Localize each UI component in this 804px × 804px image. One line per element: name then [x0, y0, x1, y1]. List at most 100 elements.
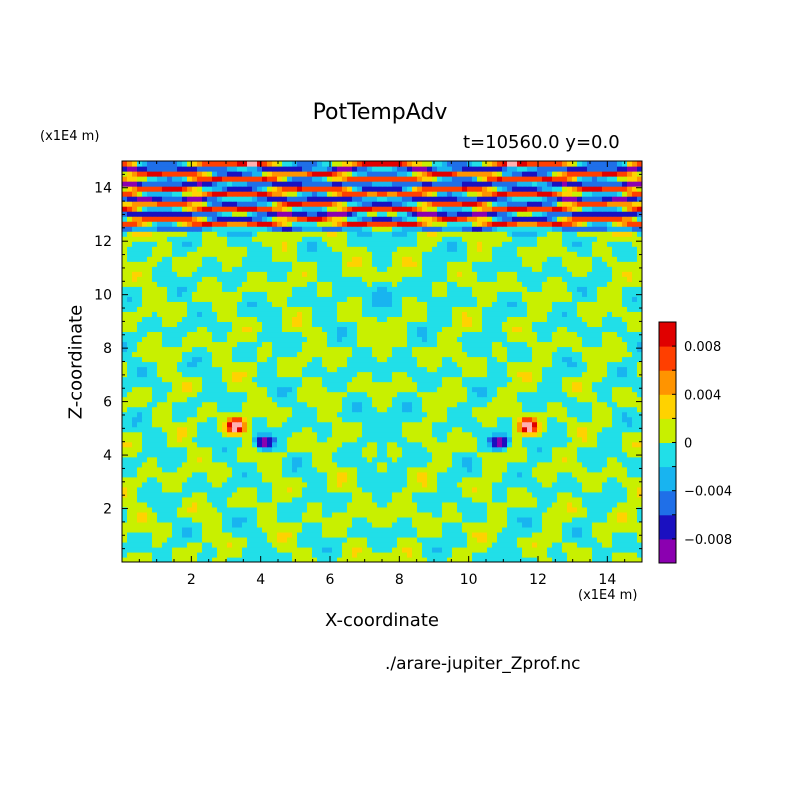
- field-cell: [412, 436, 418, 443]
- field-cell: [362, 331, 368, 338]
- field-cell: [192, 456, 198, 463]
- field-cell: [342, 456, 348, 463]
- field-cell: [377, 486, 383, 493]
- field-cell: [277, 491, 283, 498]
- field-cell: [187, 321, 193, 328]
- field-cell: [207, 401, 213, 408]
- field-cell: [297, 536, 303, 543]
- field-cell: [567, 361, 573, 368]
- field-cell: [417, 391, 423, 398]
- field-cell: [507, 446, 513, 453]
- field-cell: [622, 476, 628, 483]
- field-cell: [197, 546, 203, 553]
- field-cell: [502, 406, 508, 413]
- field-cell: [547, 531, 553, 538]
- field-cell: [447, 466, 453, 473]
- field-cell: [247, 406, 253, 413]
- field-cell: [477, 341, 483, 348]
- field-cell: [317, 396, 323, 403]
- field-cell: [472, 471, 478, 478]
- field-cell: [157, 356, 163, 363]
- field-cell: [122, 326, 128, 333]
- field-cell: [312, 441, 318, 448]
- field-cell: [267, 506, 273, 513]
- field-cell: [587, 486, 593, 493]
- field-cell: [272, 466, 278, 473]
- field-cell: [362, 461, 368, 468]
- field-cell: [187, 416, 193, 423]
- field-cell: [227, 456, 233, 463]
- field-cell: [197, 506, 203, 513]
- field-cell: [442, 406, 448, 413]
- field-cell: [527, 461, 533, 468]
- field-cell: [502, 546, 508, 553]
- field-cell: [557, 546, 563, 553]
- field-cell: [612, 526, 618, 533]
- field-cell: [307, 541, 313, 548]
- field-cell: [157, 351, 163, 358]
- field-cell: [237, 336, 243, 343]
- field-cell: [462, 536, 468, 543]
- field-cell: [337, 536, 343, 543]
- field-cell: [527, 541, 533, 548]
- field-cell: [592, 326, 598, 333]
- field-cell: [352, 391, 358, 398]
- field-cell: [372, 506, 378, 513]
- field-cell: [217, 331, 223, 338]
- field-cell: [432, 476, 438, 483]
- field-cell: [347, 531, 353, 538]
- field-cell: [582, 551, 588, 558]
- field-cell: [322, 496, 328, 503]
- field-cell: [332, 356, 338, 363]
- field-cell: [587, 411, 593, 418]
- field-cell: [367, 356, 373, 363]
- field-cell: [487, 551, 493, 558]
- field-cell: [352, 321, 358, 328]
- field-cell: [512, 351, 518, 358]
- field-cell: [512, 556, 518, 562]
- field-cell: [327, 521, 333, 528]
- field-cell: [417, 536, 423, 543]
- field-cell: [242, 421, 248, 428]
- field-cell: [307, 506, 313, 513]
- field-cell: [197, 476, 203, 483]
- field-cell: [192, 506, 198, 513]
- field-cell: [407, 471, 413, 478]
- field-cell: [142, 481, 148, 488]
- field-cell: [122, 441, 128, 448]
- field-cell: [182, 471, 188, 478]
- field-cell: [452, 356, 458, 363]
- field-cell: [287, 431, 293, 438]
- field-cell: [292, 321, 298, 328]
- field-cell: [252, 551, 258, 558]
- field-cell: [592, 356, 598, 363]
- field-cell: [322, 536, 328, 543]
- field-cell: [162, 536, 168, 543]
- field-cell: [352, 541, 358, 548]
- field-cell: [122, 531, 128, 538]
- field-cell: [152, 416, 158, 423]
- field-cell: [357, 321, 363, 328]
- field-cell: [577, 431, 583, 438]
- field-cell: [387, 326, 393, 333]
- field-cell: [152, 501, 158, 508]
- field-cell: [162, 526, 168, 533]
- field-cell: [577, 411, 583, 418]
- field-cell: [427, 496, 433, 503]
- field-cell: [127, 551, 133, 558]
- field-cell: [422, 476, 428, 483]
- field-cell: [622, 406, 628, 413]
- field-cell: [607, 501, 613, 508]
- field-cell: [607, 496, 613, 503]
- field-cell: [612, 461, 618, 468]
- field-cell: [397, 486, 403, 493]
- field-cell: [387, 416, 393, 423]
- field-cell: [157, 556, 163, 562]
- field-cell: [557, 341, 563, 348]
- field-cell: [187, 351, 193, 358]
- field-cell: [172, 331, 178, 338]
- field-cell: [597, 511, 603, 518]
- field-cell: [622, 321, 628, 328]
- field-cell: [317, 321, 323, 328]
- field-cell: [552, 556, 558, 562]
